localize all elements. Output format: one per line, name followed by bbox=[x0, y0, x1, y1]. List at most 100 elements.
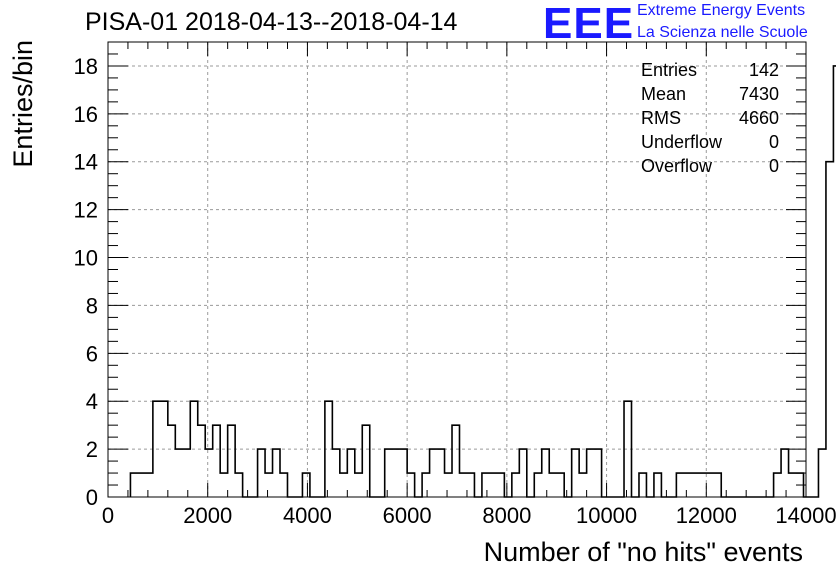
histogram-bin bbox=[265, 473, 272, 497]
histogram-bin bbox=[445, 473, 452, 497]
y-tick-label: 4 bbox=[86, 389, 98, 414]
histogram-bin bbox=[796, 473, 803, 497]
y-tick-label: 12 bbox=[74, 198, 98, 223]
histogram-bin bbox=[489, 473, 496, 497]
stats-value: 142 bbox=[748, 60, 779, 80]
histogram-bin bbox=[699, 473, 706, 497]
x-tick-label: 6000 bbox=[383, 503, 432, 528]
histogram-bin bbox=[160, 401, 167, 497]
logo-subtitle-line2: La Scienza nelle Scuole bbox=[637, 24, 808, 41]
stats-row-mean: Mean 7430 bbox=[641, 82, 779, 106]
histogram-bin bbox=[594, 449, 601, 497]
histogram-bin bbox=[714, 473, 721, 497]
histogram-bin bbox=[818, 449, 825, 497]
histogram-bin bbox=[362, 425, 369, 497]
histogram-bin bbox=[654, 473, 661, 497]
histogram-bin bbox=[774, 473, 781, 497]
histogram-bin bbox=[789, 473, 796, 497]
y-tick-label: 10 bbox=[74, 246, 98, 271]
x-tick-label: 12000 bbox=[676, 503, 737, 528]
axes bbox=[107, 41, 807, 498]
tick-labels: 0 2000 4000 6000 8000 10000 12000 14000 0 2 4 6 8 10 1… bbox=[8, 40, 836, 567]
stats-label: Entries bbox=[641, 60, 698, 80]
histogram-bin bbox=[676, 473, 683, 497]
histogram-bin bbox=[138, 473, 145, 497]
stats-box: Entries 142 Mean 7430 RMS 4660 Underflow… bbox=[641, 58, 779, 178]
stats-row-entries: Entries 142 bbox=[641, 58, 779, 82]
histogram-bin bbox=[332, 449, 339, 497]
histogram-bin bbox=[228, 425, 235, 497]
histogram-bin bbox=[691, 473, 698, 497]
histogram-bin bbox=[534, 473, 541, 497]
histogram-bin bbox=[430, 449, 437, 497]
stats-value: 0 bbox=[768, 156, 779, 176]
y-tick-label: 6 bbox=[86, 341, 98, 366]
grid-lines bbox=[108, 42, 806, 497]
histogram-bin bbox=[198, 425, 205, 497]
histogram-bin bbox=[130, 473, 137, 497]
histogram-bin bbox=[235, 473, 242, 497]
histogram-bin bbox=[624, 401, 631, 497]
histogram-bin bbox=[557, 473, 564, 497]
histogram-bin bbox=[706, 473, 713, 497]
histogram-bin bbox=[183, 449, 190, 497]
histogram-bin bbox=[519, 449, 526, 497]
stats-label: Underflow bbox=[641, 132, 723, 152]
stats-value: 4660 bbox=[738, 108, 779, 128]
histogram-bin bbox=[302, 473, 309, 497]
histogram-bins bbox=[129, 65, 836, 498]
histogram-bin bbox=[280, 473, 287, 497]
y-tick-label: 2 bbox=[86, 437, 98, 462]
histogram-bin bbox=[497, 473, 504, 497]
histogram-bin bbox=[258, 449, 265, 497]
histogram-bin bbox=[400, 449, 407, 497]
stats-label: RMS bbox=[641, 108, 681, 128]
histogram-bin bbox=[145, 473, 152, 497]
histogram-bin bbox=[452, 425, 459, 497]
histogram-bin bbox=[459, 473, 466, 497]
y-tick-label: 14 bbox=[74, 150, 98, 175]
histogram-bin bbox=[168, 425, 175, 497]
histogram-bin bbox=[347, 449, 354, 497]
histogram-bin bbox=[482, 473, 489, 497]
eee-logo: EEE bbox=[543, 0, 635, 48]
x-axis-label: Number of "no hits" events bbox=[484, 537, 803, 567]
x-tick-label: 4000 bbox=[283, 503, 332, 528]
stats-value: 0 bbox=[768, 132, 779, 152]
histogram-bin bbox=[153, 401, 160, 497]
histogram-bin bbox=[325, 401, 332, 497]
histogram-bin bbox=[213, 425, 220, 497]
histogram-bin bbox=[467, 473, 474, 497]
histogram-bin bbox=[826, 162, 833, 497]
histogram-bin bbox=[175, 449, 182, 497]
histogram-bin bbox=[684, 473, 691, 497]
histogram-bin bbox=[385, 449, 392, 497]
x-tick-label: 8000 bbox=[482, 503, 531, 528]
logo-subtitle-line1: Extreme Energy Events bbox=[637, 2, 806, 19]
x-tick-label: 2000 bbox=[183, 503, 232, 528]
histogram-bin bbox=[572, 449, 579, 497]
histogram-bin bbox=[512, 473, 519, 497]
histogram-bin bbox=[340, 473, 347, 497]
histogram-bin bbox=[422, 473, 429, 497]
stats-label: Overflow bbox=[641, 156, 713, 176]
stats-row-rms: RMS 4660 bbox=[641, 106, 779, 130]
chart-title: PISA-01 2018-04-13--2018-04-14 bbox=[85, 8, 458, 36]
histogram-bin bbox=[355, 473, 362, 497]
histogram-bin bbox=[273, 449, 280, 497]
histogram-bin bbox=[587, 449, 594, 497]
y-tick-label: 16 bbox=[74, 102, 98, 127]
histogram-bin bbox=[639, 473, 646, 497]
stats-value: 7430 bbox=[738, 84, 779, 104]
y-axis-label: Entries/bin bbox=[8, 40, 38, 168]
x-tick-label: 0 bbox=[102, 503, 114, 528]
y-tick-label: 8 bbox=[86, 293, 98, 318]
y-tick-label: 18 bbox=[74, 54, 98, 79]
y-tick-label: 0 bbox=[86, 485, 98, 510]
histogram-bin bbox=[392, 449, 399, 497]
x-tick-label: 14000 bbox=[775, 503, 836, 528]
stats-label: Mean bbox=[641, 84, 687, 104]
histogram-bin bbox=[190, 401, 197, 497]
histogram-outline bbox=[129, 65, 836, 498]
